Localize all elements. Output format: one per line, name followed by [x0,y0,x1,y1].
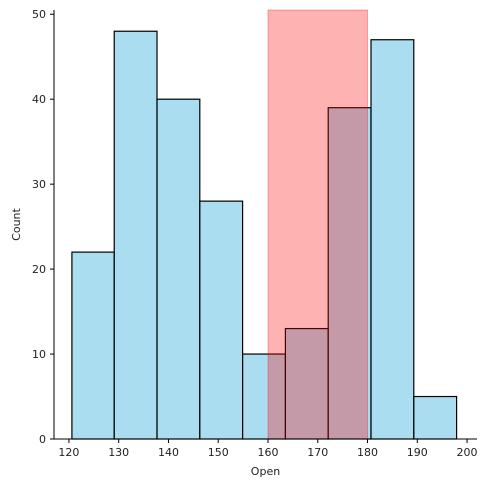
x-tick-label-160: 160 [257,446,278,459]
y-tick-label-10: 10 [32,348,46,361]
y-tick-label-40: 40 [32,93,46,106]
highlight-span [267,9,369,440]
highlight-layer [267,9,369,440]
y-tick-label-0: 0 [39,433,46,446]
y-tick-label-30: 30 [32,178,46,191]
histogram-bar-5 [242,353,287,440]
x-axis-label: Open [251,465,280,478]
y-tick-label-20: 20 [32,263,46,276]
histogram-bar-1 [71,251,115,440]
histogram-bar-4 [199,200,244,440]
x-tick-label-180: 180 [357,446,378,459]
histogram-bar-2 [113,30,158,440]
x-tick-label-140: 140 [158,446,179,459]
histogram-bar-8 [370,39,415,440]
histogram-bar-9 [413,395,458,440]
x-tick-label-190: 190 [407,446,428,459]
histogram-bar-3 [156,98,201,440]
histogram-bar-6 [284,327,329,440]
bars-layer [71,30,458,440]
x-tick-label-120: 120 [58,446,79,459]
y-tick-label-50: 50 [32,8,46,21]
ticks-layer: 120 130 140 150 160 170 180 190 200 0 10 20 30 40 50 [32,8,478,459]
y-axis-label: Count [10,207,23,240]
histogram-bar-7 [327,107,372,440]
x-tick-label-200: 200 [457,446,478,459]
x-tick-label-170: 170 [307,446,328,459]
x-tick-label-150: 150 [208,446,229,459]
x-tick-label-130: 130 [108,446,129,459]
axes-layer [53,10,477,440]
